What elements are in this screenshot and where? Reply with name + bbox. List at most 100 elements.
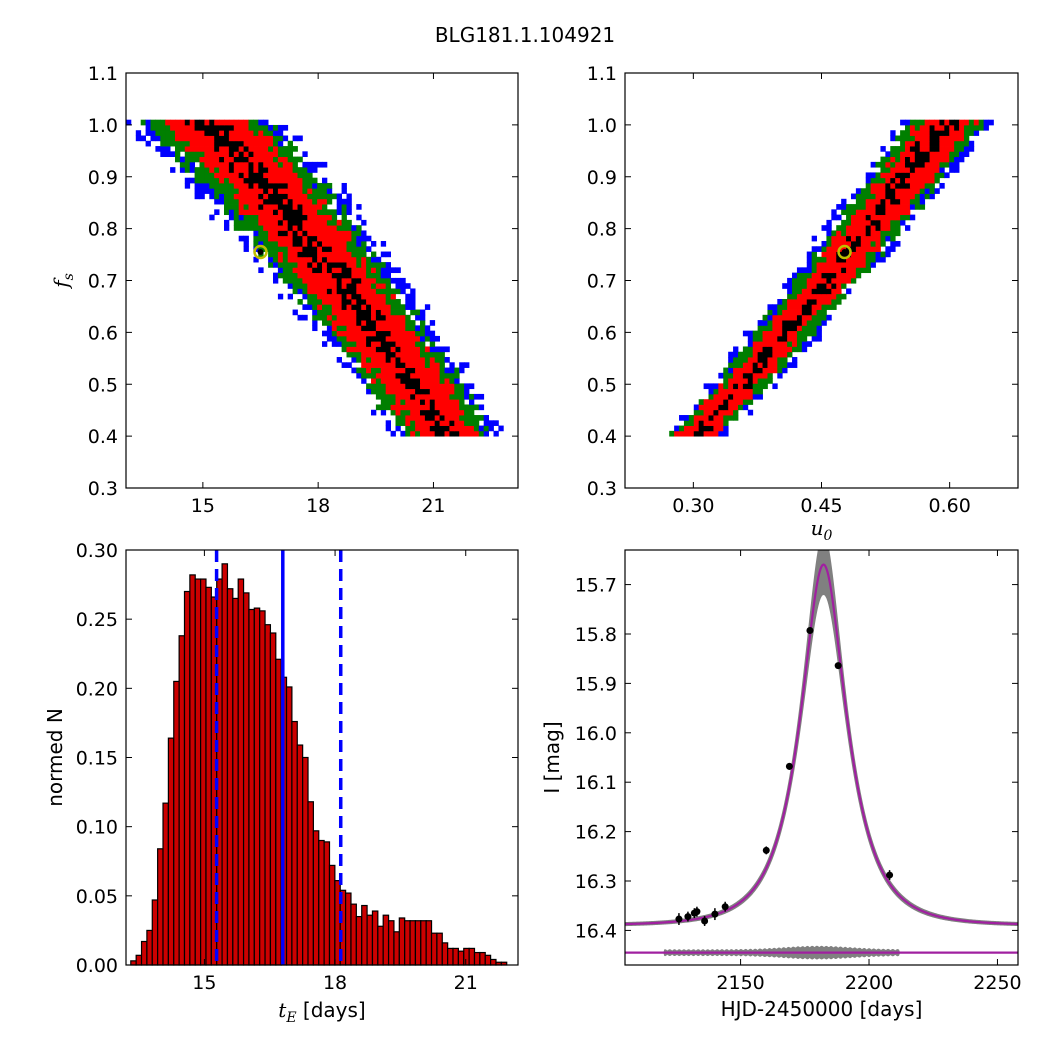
density-cell-1sigma-core: [336, 288, 342, 295]
density-cell-green: [395, 415, 401, 421]
density-cell-1sigma-core: [243, 146, 249, 152]
density-cell-red: [924, 172, 930, 179]
density-cell-green: [723, 383, 729, 390]
density-cell-green: [747, 351, 754, 358]
density-cell-red: [821, 262, 827, 268]
density-cell-red: [900, 188, 906, 194]
density-cell-red: [385, 383, 391, 390]
density-cell-red: [356, 341, 362, 347]
density-cell-red: [949, 130, 955, 136]
density-cell-1sigma-core: [747, 383, 754, 390]
density-cell-red: [415, 351, 421, 358]
density-cell-1sigma-core: [444, 425, 450, 432]
density-cell-green: [787, 351, 793, 358]
density-cell-green: [806, 320, 813, 326]
density-cell-1sigma-core: [385, 357, 391, 363]
density-cell-blue: [366, 246, 372, 252]
density-cell-red: [836, 267, 842, 274]
density-cell-red: [331, 240, 338, 247]
density-cell-red: [243, 167, 249, 173]
density-cell-red: [405, 357, 411, 363]
density-cell-blue: [959, 151, 965, 158]
density-cell-red: [297, 188, 303, 194]
density-cell-green: [841, 209, 847, 216]
density-cell-red: [219, 151, 225, 158]
density-cell-1sigma-core: [351, 293, 357, 300]
density-cell-green: [326, 309, 333, 316]
density-cell-blue: [816, 325, 822, 332]
density-cell-red: [312, 204, 318, 210]
density-cell-red: [233, 151, 240, 158]
density-cell-red: [836, 235, 842, 242]
density-cell-green: [292, 277, 298, 284]
density-cell-green: [841, 283, 847, 289]
density-cell-red: [772, 341, 778, 347]
density-cell-red: [400, 367, 406, 374]
density-cell-blue: [703, 383, 709, 390]
density-cell-1sigma-core: [263, 177, 269, 184]
density-cell-blue: [238, 235, 244, 242]
density-cell-1sigma-core: [850, 246, 857, 252]
density-cell-red: [361, 262, 367, 268]
density-cell-red: [723, 393, 729, 400]
density-cell-green: [341, 346, 347, 353]
density-cell-blue: [273, 262, 279, 268]
density-cell-1sigma-core: [850, 240, 857, 247]
density-cell-red: [826, 299, 832, 305]
density-cell-1sigma-core: [214, 124, 220, 131]
density-cell-red: [939, 124, 945, 131]
density-cell-blue: [478, 425, 485, 432]
density-cell-green: [287, 267, 293, 274]
density-cell-red: [944, 156, 950, 163]
density-cell-green: [282, 272, 289, 279]
density-cell-red: [233, 172, 240, 179]
density-cell-red: [855, 225, 862, 231]
density-cell-red: [811, 277, 817, 284]
density-cell-green: [165, 130, 171, 136]
density-cell-blue: [865, 177, 872, 184]
density-cell-blue: [170, 151, 176, 158]
density-cell-1sigma-core: [199, 124, 205, 131]
density-cell-green: [214, 188, 220, 194]
density-cell-red: [959, 119, 965, 126]
density-cell-1sigma-core: [821, 283, 827, 289]
density-cell-red: [258, 135, 264, 142]
density-cell-red: [420, 372, 426, 379]
density-cell-red: [742, 378, 749, 384]
data-point: [684, 913, 692, 921]
density-cell-red: [762, 330, 768, 337]
density-cell-red: [385, 335, 391, 342]
density-cell-green: [209, 172, 215, 179]
density-cell-red: [356, 283, 362, 289]
density-cell-blue: [385, 267, 391, 274]
density-cell-1sigma-core: [914, 156, 921, 163]
density-cell-red: [742, 393, 749, 400]
density-cell-red: [302, 225, 308, 231]
density-cell-green: [723, 420, 729, 426]
density-cell-blue: [292, 135, 298, 142]
density-cell-blue: [336, 204, 342, 210]
density-cell-green: [243, 204, 249, 210]
density-cell-blue: [395, 267, 401, 274]
density-cell-red: [909, 193, 916, 200]
density-cell-1sigma-core: [385, 330, 391, 337]
density-cell-green: [400, 415, 406, 421]
density-cell-red: [184, 130, 191, 136]
density-cell-green: [841, 225, 847, 231]
density-cell-red: [322, 251, 328, 258]
density-cell-red: [351, 256, 357, 263]
density-cell-green: [841, 293, 847, 300]
density-cell-red: [811, 283, 817, 289]
density-cell-red: [703, 404, 709, 411]
density-cell-1sigma-core: [934, 135, 940, 142]
density-cell-red: [277, 214, 284, 221]
density-cell-red: [841, 235, 847, 242]
density-cell-green: [366, 262, 372, 268]
density-cell-red: [292, 204, 298, 210]
density-cell-blue: [792, 362, 798, 368]
density-cell-green: [420, 325, 426, 332]
density-cell-red: [400, 388, 406, 395]
density-cell-red: [826, 256, 832, 263]
density-cell-blue: [909, 214, 916, 221]
density-cell-red: [415, 335, 421, 342]
